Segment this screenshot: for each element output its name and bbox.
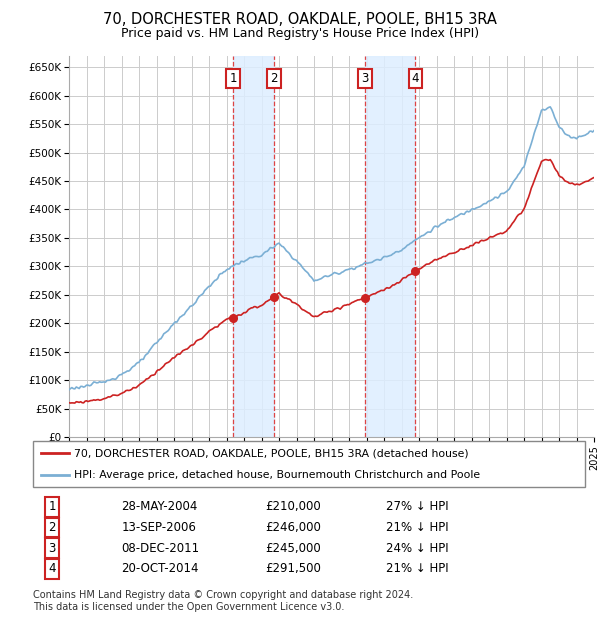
Text: 2: 2 [270, 72, 278, 85]
Text: 70, DORCHESTER ROAD, OAKDALE, POOLE, BH15 3RA: 70, DORCHESTER ROAD, OAKDALE, POOLE, BH1… [103, 12, 497, 27]
Bar [365, 56, 415, 437]
Text: 21% ↓ HPI: 21% ↓ HPI [386, 521, 449, 534]
Text: 20-OCT-2014: 20-OCT-2014 [121, 562, 199, 575]
FancyBboxPatch shape [33, 441, 585, 487]
Text: 3: 3 [49, 542, 56, 555]
Text: 24% ↓ HPI: 24% ↓ HPI [386, 542, 449, 555]
Text: 1: 1 [49, 500, 56, 513]
Text: £246,000: £246,000 [265, 521, 321, 534]
Text: 70, DORCHESTER ROAD, OAKDALE, POOLE, BH15 3RA (detached house): 70, DORCHESTER ROAD, OAKDALE, POOLE, BH1… [74, 448, 469, 458]
Text: 21% ↓ HPI: 21% ↓ HPI [386, 562, 449, 575]
Text: £210,000: £210,000 [265, 500, 320, 513]
Text: 28-MAY-2004: 28-MAY-2004 [121, 500, 197, 513]
Text: 4: 4 [49, 562, 56, 575]
Text: Price paid vs. HM Land Registry's House Price Index (HPI): Price paid vs. HM Land Registry's House … [121, 27, 479, 40]
Text: 2: 2 [49, 521, 56, 534]
Text: 08-DEC-2011: 08-DEC-2011 [121, 542, 199, 555]
Text: £291,500: £291,500 [265, 562, 321, 575]
Text: Contains HM Land Registry data © Crown copyright and database right 2024.
This d: Contains HM Land Registry data © Crown c… [33, 590, 413, 612]
Text: 4: 4 [412, 72, 419, 85]
Bar [233, 56, 274, 437]
Text: 1: 1 [229, 72, 237, 85]
Text: 3: 3 [361, 72, 369, 85]
Text: HPI: Average price, detached house, Bournemouth Christchurch and Poole: HPI: Average price, detached house, Bour… [74, 470, 481, 480]
Text: £245,000: £245,000 [265, 542, 320, 555]
Text: 13-SEP-2006: 13-SEP-2006 [121, 521, 196, 534]
Text: 27% ↓ HPI: 27% ↓ HPI [386, 500, 449, 513]
